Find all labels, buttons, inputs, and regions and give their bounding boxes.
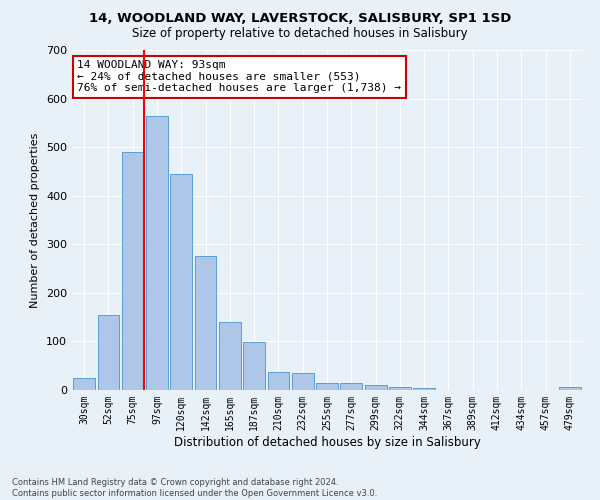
Bar [146,116,168,390]
Bar [365,384,386,390]
Bar [413,388,435,390]
Bar [170,174,192,390]
Text: 14, WOODLAND WAY, LAVERSTOCK, SALISBURY, SP1 1SD: 14, WOODLAND WAY, LAVERSTOCK, SALISBURY,… [89,12,511,26]
Bar [219,322,241,390]
Text: Contains HM Land Registry data © Crown copyright and database right 2024.
Contai: Contains HM Land Registry data © Crown c… [12,478,377,498]
Text: Size of property relative to detached houses in Salisbury: Size of property relative to detached ho… [132,28,468,40]
Bar [316,382,338,390]
Bar [194,256,217,390]
Bar [73,378,95,390]
Bar [559,387,581,390]
Text: 14 WOODLAND WAY: 93sqm
← 24% of detached houses are smaller (553)
76% of semi-de: 14 WOODLAND WAY: 93sqm ← 24% of detached… [77,60,401,94]
Y-axis label: Number of detached properties: Number of detached properties [31,132,40,308]
Bar [292,372,314,390]
X-axis label: Distribution of detached houses by size in Salisbury: Distribution of detached houses by size … [173,436,481,448]
Bar [268,372,289,390]
Bar [97,314,119,390]
Bar [340,382,362,390]
Bar [122,152,143,390]
Bar [389,387,411,390]
Bar [243,342,265,390]
